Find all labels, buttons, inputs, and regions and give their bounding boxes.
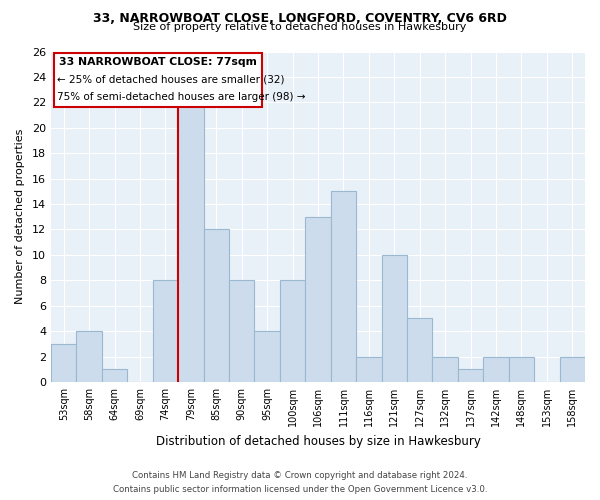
Bar	[407, 318, 433, 382]
Text: 75% of semi-detached houses are larger (98) →: 75% of semi-detached houses are larger (…	[58, 92, 306, 102]
Bar	[331, 192, 356, 382]
Bar	[102, 369, 127, 382]
Bar	[178, 102, 203, 382]
Y-axis label: Number of detached properties: Number of detached properties	[15, 129, 25, 304]
Text: Size of property relative to detached houses in Hawkesbury: Size of property relative to detached ho…	[133, 22, 467, 32]
Text: 33, NARROWBOAT CLOSE, LONGFORD, COVENTRY, CV6 6RD: 33, NARROWBOAT CLOSE, LONGFORD, COVENTRY…	[93, 12, 507, 26]
Text: 33 NARROWBOAT CLOSE: 77sqm: 33 NARROWBOAT CLOSE: 77sqm	[59, 57, 257, 67]
Bar	[51, 344, 76, 382]
Bar	[53, 53, 262, 108]
Bar	[458, 369, 483, 382]
Bar	[483, 356, 509, 382]
Bar	[254, 331, 280, 382]
Bar	[382, 255, 407, 382]
Bar	[433, 356, 458, 382]
Bar	[560, 356, 585, 382]
Bar	[76, 331, 102, 382]
Text: Contains HM Land Registry data © Crown copyright and database right 2024.
Contai: Contains HM Land Registry data © Crown c…	[113, 472, 487, 494]
X-axis label: Distribution of detached houses by size in Hawkesbury: Distribution of detached houses by size …	[155, 434, 481, 448]
Bar	[203, 230, 229, 382]
Bar	[356, 356, 382, 382]
Bar	[153, 280, 178, 382]
Bar	[280, 280, 305, 382]
Bar	[509, 356, 534, 382]
Bar	[305, 216, 331, 382]
Bar	[229, 280, 254, 382]
Text: ← 25% of detached houses are smaller (32): ← 25% of detached houses are smaller (32…	[58, 74, 285, 85]
